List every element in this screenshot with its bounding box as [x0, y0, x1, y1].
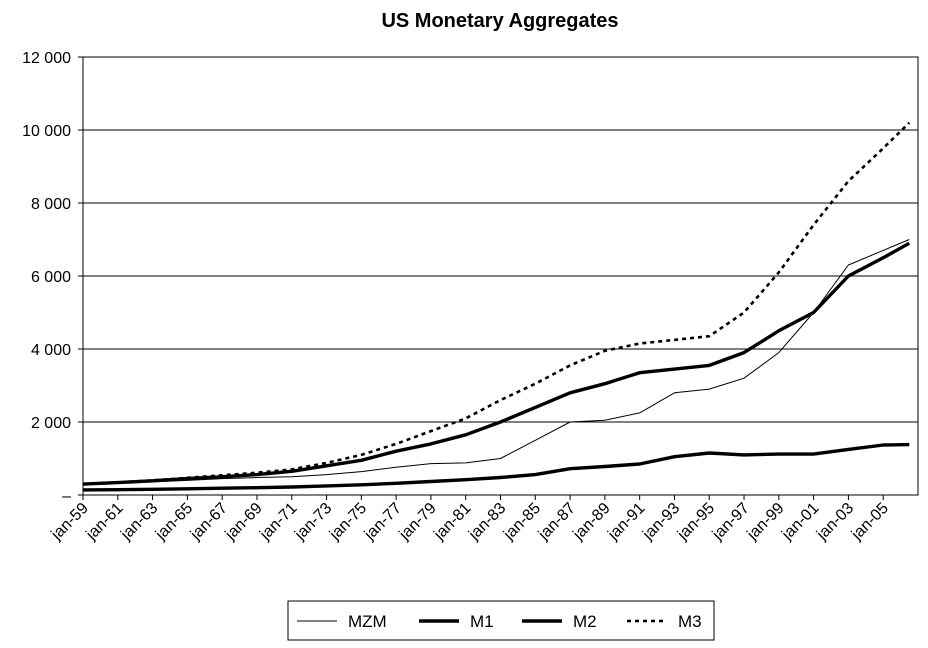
x-tick-label: jan-63	[117, 500, 161, 544]
y-tick-label: 4 000	[31, 342, 71, 359]
x-tick-label: jan-85	[500, 500, 544, 544]
legend-label: M3	[678, 612, 702, 631]
x-tick-label: jan-89	[570, 500, 614, 544]
y-tick-label: 10 000	[22, 123, 71, 140]
y-tick-label: 6 000	[31, 269, 71, 286]
gridlines	[83, 129, 918, 423]
y-tick-label: 2 000	[31, 415, 71, 432]
x-tick-label: jan-61	[82, 500, 126, 544]
x-tick-label: jan-69	[222, 500, 266, 544]
x-tick-label: jan-03	[813, 500, 857, 544]
x-tick-label: jan-97	[709, 500, 753, 544]
y-tick-label: –	[62, 488, 71, 505]
x-tick-label: jan-87	[535, 500, 579, 544]
y-axis: – 2 000 4 000 6 000 8 000 10 000 12 000	[22, 50, 83, 505]
series-line-m2	[82, 241, 911, 486]
x-tick-label: jan-99	[743, 500, 787, 544]
series-line-m3	[82, 121, 911, 486]
legend-label: MZM	[348, 612, 387, 631]
series-line-m1	[82, 442, 910, 492]
x-tick-label: jan-59	[48, 500, 92, 544]
x-tick-label: jan-93	[639, 500, 683, 544]
x-tick-label: jan-73	[291, 500, 335, 544]
legend-label: M2	[573, 612, 597, 631]
x-tick-label: jan-65	[152, 500, 196, 544]
x-tick-label: jan-95	[674, 500, 718, 544]
series-line-mzm	[82, 239, 910, 485]
x-tick-label: jan-79	[396, 500, 440, 544]
y-tick-label: 8 000	[31, 196, 71, 213]
chart-title: US Monetary Aggregates	[381, 10, 618, 32]
x-tick-label: jan-77	[361, 500, 405, 544]
series-lines	[82, 121, 911, 492]
x-tick-label: jan-05	[848, 500, 892, 544]
x-tick-label: jan-75	[326, 500, 370, 544]
x-tick-label: jan-67	[187, 500, 231, 544]
x-tick-label: jan-71	[256, 500, 300, 544]
x-tick-label: jan-83	[465, 500, 509, 544]
x-axis: jan-59jan-61jan-63jan-65jan-67jan-69jan-…	[48, 495, 892, 544]
x-tick-label: jan-01	[778, 500, 822, 544]
x-tick-label: jan-81	[430, 500, 474, 544]
y-tick-label: 12 000	[22, 50, 71, 67]
legend-label: M1	[470, 612, 494, 631]
x-tick-label: jan-91	[604, 500, 648, 544]
legend: MZM M1 M2 M3	[287, 600, 715, 641]
